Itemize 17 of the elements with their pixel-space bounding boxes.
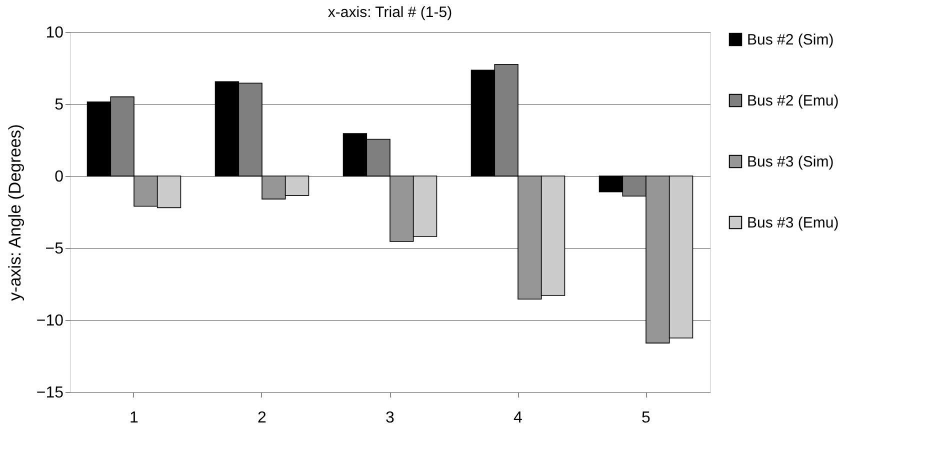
legend-label: Bus #2 (Sim)	[747, 32, 834, 48]
x-tick-label: 5	[642, 410, 651, 426]
y-axis-title: y-axis: Angle (Degrees)	[5, 124, 24, 301]
chart-title: x-axis: Trial # (1-5)	[328, 4, 452, 21]
legend-label: Bus #2 (Emu)	[747, 92, 839, 110]
legend-label: Bus #3 (Emu)	[747, 214, 839, 232]
y-tick-label: 0	[54, 168, 64, 186]
y-tick-label: 10	[46, 24, 64, 42]
legend-label: Bus #3 (Sim)	[747, 154, 834, 170]
y-tick-label: −10	[36, 312, 64, 330]
y-tick-label: −5	[45, 240, 64, 258]
x-tick-label: 4	[514, 410, 523, 426]
x-tick-label: 2	[258, 410, 267, 426]
y-tick-label: −15	[36, 384, 64, 402]
y-tick-label: 5	[54, 96, 64, 114]
x-tick-label: 3	[386, 410, 395, 426]
x-tick-label: 1	[130, 410, 139, 426]
